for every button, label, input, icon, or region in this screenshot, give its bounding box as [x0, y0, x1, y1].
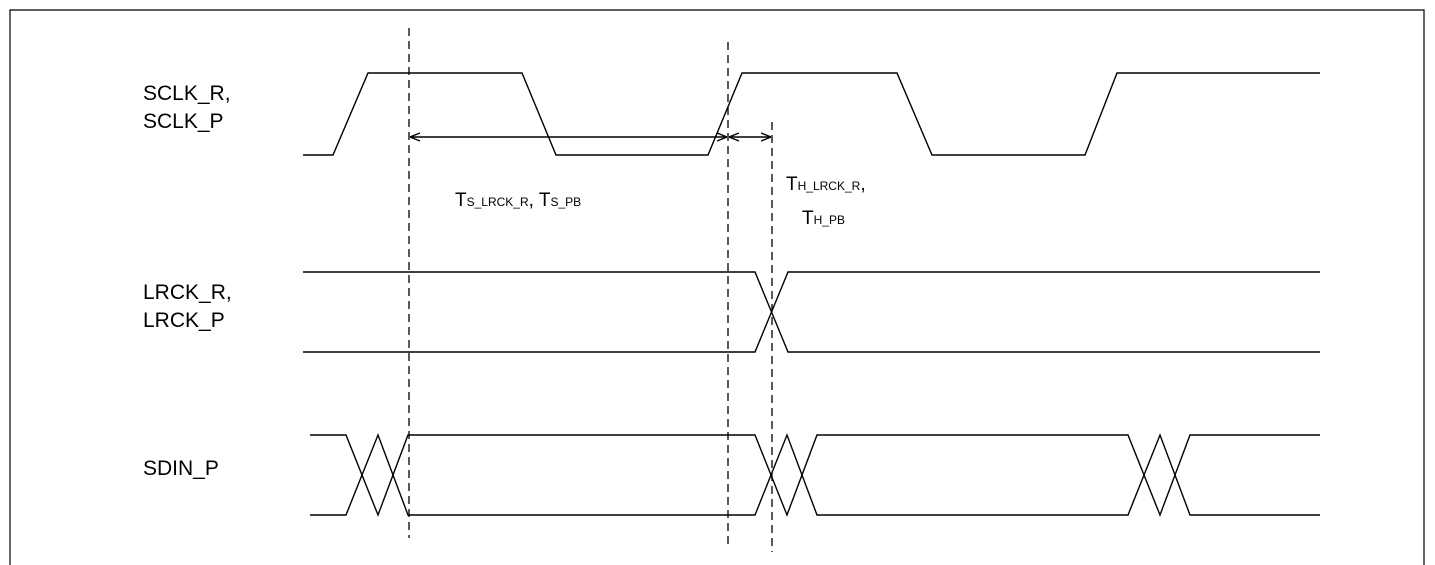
hold-t2: T — [802, 208, 814, 229]
hold-time-label-line1: TH_LRCK_R, — [786, 174, 866, 195]
sclk-waveform — [303, 72, 1320, 156]
setup-sep: , — [529, 190, 539, 211]
setup-t2: T — [539, 190, 551, 211]
hold-t1: T — [786, 174, 798, 195]
sdin-waveform-lower — [310, 433, 1320, 516]
lrck-label-line1: LRCK_R, — [143, 281, 232, 304]
hold-sep: , — [860, 174, 865, 195]
sdin-waveform-upper — [310, 434, 1320, 517]
hold-sub2: H_PB — [814, 213, 845, 227]
setup-time-label: TS_LRCK_R, TS_PB — [455, 190, 581, 211]
sdin-label: SDIN_P — [143, 457, 219, 480]
hold-time-label-line2: TH_PB — [802, 208, 845, 229]
setup-t1: T — [455, 190, 467, 211]
lrck-waveform-high-to-low — [303, 271, 1320, 353]
setup-sub1: S_LRCK_R — [467, 195, 529, 209]
sclk-label-line1: SCLK_R, — [143, 82, 231, 105]
lrck-label-line2: LRCK_P — [143, 309, 225, 332]
sclk-label-line2: SCLK_P — [143, 110, 224, 133]
setup-sub2: S_PB — [550, 195, 581, 209]
frame-border — [9, 9, 1425, 565]
lrck-waveform-low-to-high — [303, 271, 1320, 353]
hold-sub1: H_LRCK_R — [798, 179, 861, 193]
